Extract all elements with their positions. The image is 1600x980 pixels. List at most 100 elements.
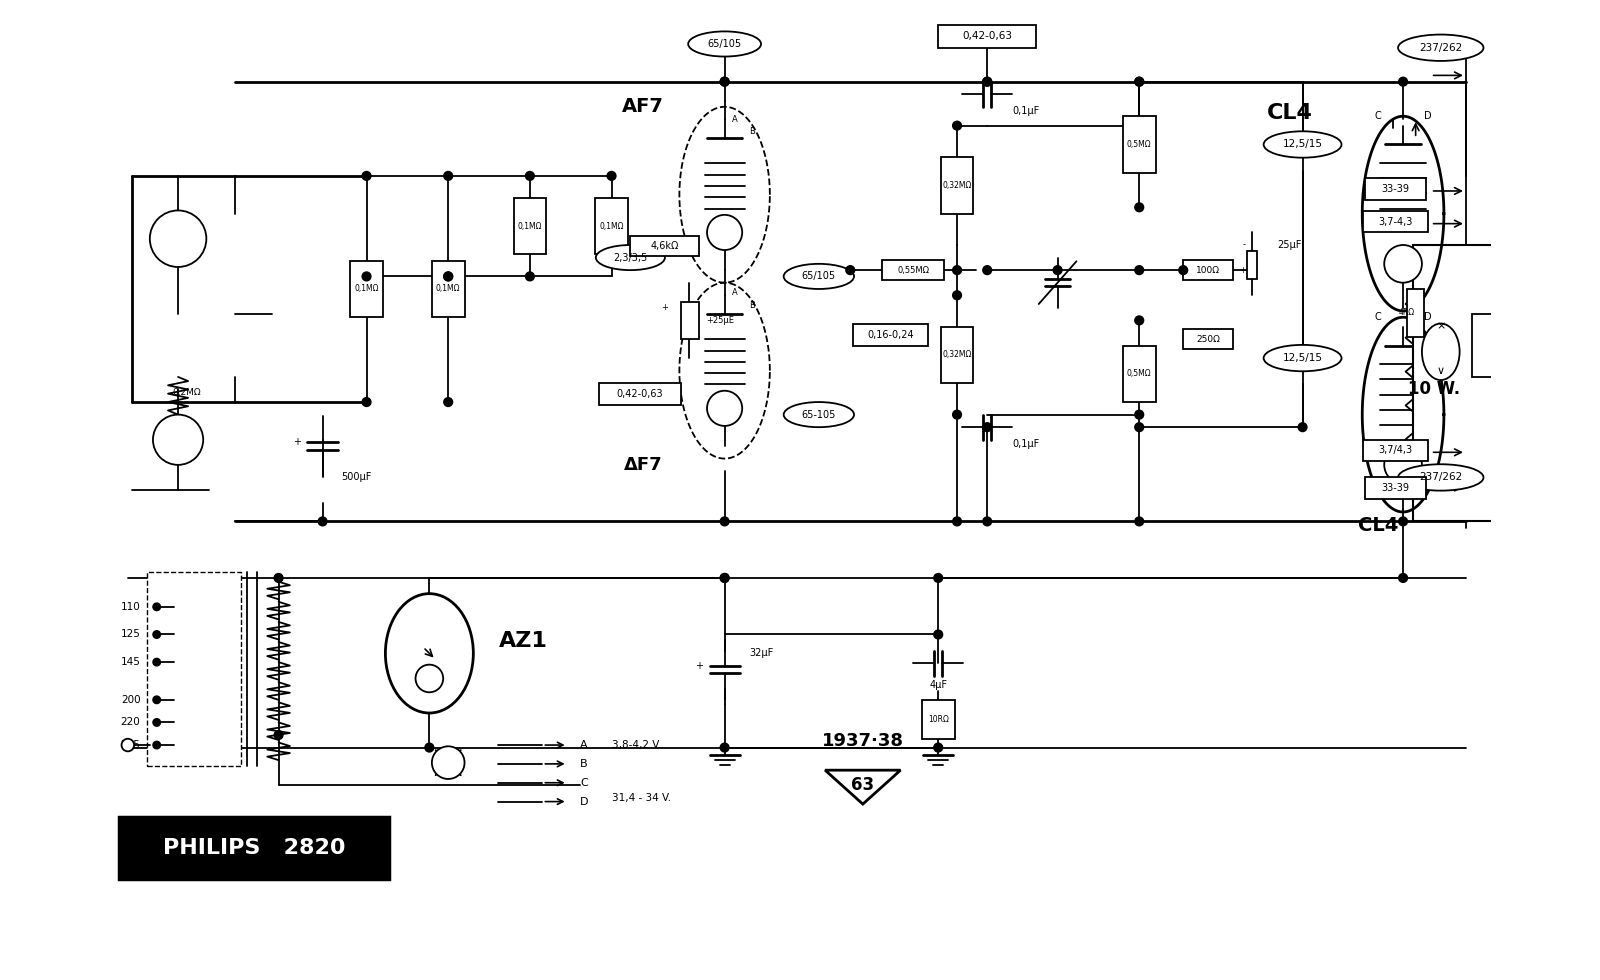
Circle shape [720, 743, 730, 752]
Text: 237/262: 237/262 [1419, 472, 1462, 482]
Circle shape [982, 77, 992, 86]
Ellipse shape [1264, 131, 1341, 158]
Circle shape [1134, 316, 1144, 324]
Text: 4,6kΩ: 4,6kΩ [651, 241, 678, 251]
Text: AF7: AF7 [622, 97, 664, 117]
Bar [118, 816, 389, 879]
Text: 0,55MΩ: 0,55MΩ [898, 266, 930, 274]
Circle shape [720, 77, 730, 86]
Text: D: D [1424, 111, 1432, 121]
Circle shape [1134, 422, 1144, 431]
Text: ΔF7: ΔF7 [624, 456, 662, 474]
Circle shape [934, 573, 942, 582]
Circle shape [154, 659, 160, 665]
Text: 1937·38: 1937·38 [822, 732, 904, 751]
Text: 12,5/15: 12,5/15 [1283, 139, 1323, 150]
Text: +: + [696, 661, 704, 671]
Text: 0,42-0,63: 0,42-0,63 [962, 31, 1013, 41]
Text: 0,32MΩ: 0,32MΩ [942, 351, 971, 360]
Circle shape [443, 272, 453, 281]
Bar [1365, 178, 1426, 200]
Text: 100Ω: 100Ω [1197, 266, 1221, 274]
Ellipse shape [595, 245, 666, 270]
Text: C: C [581, 778, 587, 788]
Circle shape [122, 739, 134, 752]
Text: 65/105: 65/105 [707, 39, 742, 49]
Text: 220: 220 [120, 717, 141, 727]
Circle shape [154, 718, 160, 726]
Ellipse shape [1398, 465, 1483, 491]
Text: 10RΩ: 10RΩ [928, 714, 949, 724]
Text: 0,1μF: 0,1μF [1013, 438, 1040, 449]
Circle shape [1179, 266, 1187, 274]
Ellipse shape [1422, 323, 1459, 380]
Bar [598, 383, 680, 405]
Bar [514, 198, 546, 255]
Bar [938, 25, 1037, 48]
Text: 0,5MΩ: 0,5MΩ [1126, 140, 1152, 149]
Text: 65-105: 65-105 [802, 410, 837, 419]
Text: D: D [581, 797, 589, 807]
Text: 4RΩ: 4RΩ [1398, 309, 1414, 318]
Circle shape [154, 631, 160, 638]
Text: CL4: CL4 [1267, 103, 1314, 123]
Circle shape [426, 743, 434, 752]
Bar [882, 260, 944, 280]
Text: 200: 200 [120, 695, 141, 705]
Circle shape [274, 731, 283, 739]
Ellipse shape [386, 594, 474, 713]
Circle shape [720, 573, 730, 582]
Text: A: A [731, 115, 738, 123]
Text: 2,3/3,5: 2,3/3,5 [613, 253, 648, 263]
Text: 0,5MΩ: 0,5MΩ [1126, 369, 1152, 378]
Bar [1413, 245, 1501, 521]
Text: 0,2MΩ: 0,2MΩ [173, 387, 202, 397]
Text: 33-39: 33-39 [1381, 184, 1410, 194]
Circle shape [525, 272, 534, 281]
Text: 10 W.: 10 W. [1408, 380, 1461, 399]
Ellipse shape [707, 215, 742, 250]
Circle shape [1398, 77, 1408, 86]
Text: AZ1: AZ1 [499, 631, 549, 651]
Circle shape [720, 77, 730, 86]
Ellipse shape [150, 211, 206, 267]
Ellipse shape [784, 264, 854, 289]
Bar [1123, 117, 1155, 172]
Circle shape [1134, 517, 1144, 526]
Circle shape [1053, 266, 1062, 274]
Circle shape [982, 77, 992, 86]
Text: 237/262: 237/262 [1419, 43, 1462, 53]
Text: +: + [293, 437, 301, 447]
Circle shape [525, 172, 534, 180]
Bar [922, 700, 955, 739]
Circle shape [1398, 517, 1408, 526]
Text: D: D [1424, 312, 1432, 321]
Circle shape [1134, 203, 1144, 212]
Circle shape [934, 743, 942, 752]
Text: 0,32MΩ: 0,32MΩ [942, 181, 971, 190]
Circle shape [274, 573, 283, 582]
Circle shape [154, 696, 160, 704]
Text: 0,1MΩ: 0,1MΩ [435, 284, 461, 293]
Bar [1365, 477, 1426, 499]
Text: 110: 110 [120, 602, 141, 612]
Text: 32μF: 32μF [750, 649, 774, 659]
Ellipse shape [1398, 34, 1483, 61]
Text: 25μF: 25μF [1277, 240, 1302, 250]
Text: C: C [1374, 312, 1381, 321]
Circle shape [318, 517, 326, 526]
Ellipse shape [432, 747, 464, 779]
Text: +: + [1238, 266, 1246, 274]
Text: PHILIPS   2820: PHILIPS 2820 [163, 838, 346, 858]
Circle shape [154, 603, 160, 611]
Bar [941, 326, 973, 383]
Text: ⨯: ⨯ [1437, 321, 1445, 331]
Text: 31,4 - 34 V.: 31,4 - 34 V. [611, 793, 670, 803]
Text: A: A [731, 288, 738, 297]
Ellipse shape [1264, 345, 1341, 371]
Circle shape [1134, 77, 1144, 86]
Text: 0,1MΩ: 0,1MΩ [518, 221, 542, 230]
Circle shape [982, 266, 992, 274]
Bar [147, 571, 242, 766]
Bar [1363, 211, 1429, 232]
